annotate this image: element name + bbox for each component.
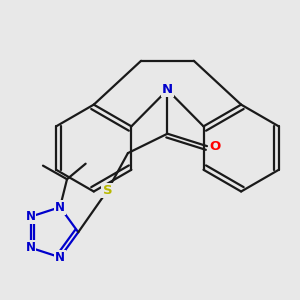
Text: N: N: [26, 210, 36, 223]
Text: S: S: [103, 184, 112, 197]
Text: N: N: [55, 251, 65, 264]
Text: N: N: [55, 201, 65, 214]
Text: N: N: [162, 83, 173, 96]
Text: O: O: [209, 140, 220, 153]
Text: N: N: [26, 241, 36, 254]
